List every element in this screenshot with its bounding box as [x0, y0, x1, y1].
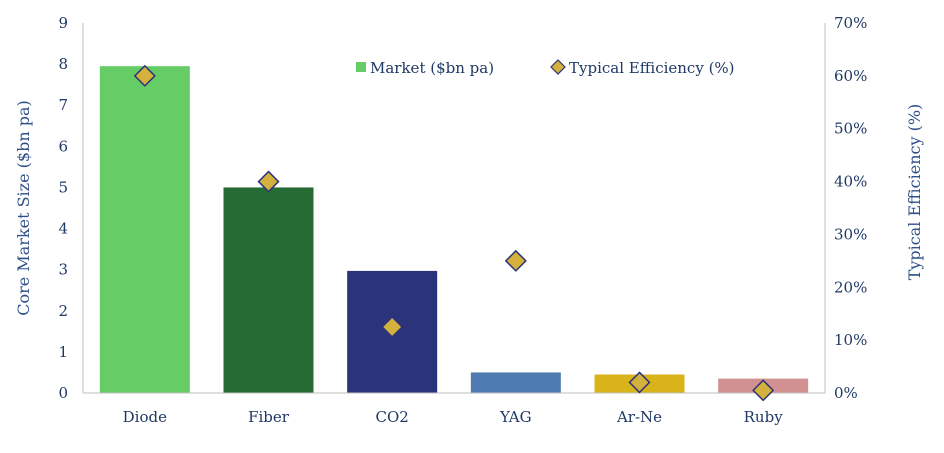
- left-axis-tick-label: 9: [58, 14, 68, 32]
- right-axis-tick-label: 60%: [834, 67, 867, 85]
- x-axis-tick-label: Fiber: [248, 408, 290, 426]
- legend: Market ($bn pa) Typical Efficiency (%): [356, 59, 735, 77]
- bar-fiber: [223, 187, 314, 393]
- legend-label-market: Market ($bn pa): [370, 59, 494, 77]
- left-axis-tick-label: 2: [58, 302, 68, 320]
- left-axis-tick-label: 0: [58, 384, 68, 402]
- efficiency-marker-diode: [133, 64, 156, 87]
- right-axis-tick-label: 10%: [834, 331, 867, 349]
- efficiency-marker-ar-ne: [628, 371, 651, 394]
- legend-swatch-market: [356, 62, 366, 72]
- left-axis-tick-label: 1: [58, 343, 68, 361]
- left-axis-ticks: 0 1 2 3 4 5 6 7 8 9: [58, 14, 68, 402]
- efficiency-marker-ruby: [752, 379, 775, 402]
- x-axis-tick-label: CO2: [376, 408, 409, 426]
- efficiency-series: [133, 64, 775, 402]
- bar-yag: [470, 372, 561, 393]
- legend-label-efficiency: Typical Efficiency (%): [569, 59, 735, 77]
- bar-series: [99, 66, 809, 394]
- x-axis-tick-label: Diode: [123, 408, 167, 426]
- efficiency-marker-fiber: [257, 170, 280, 193]
- right-axis-tick-label: 40%: [834, 173, 867, 191]
- bar-diode: [99, 66, 190, 394]
- left-axis-tick-label: 7: [58, 96, 68, 114]
- right-axis-tick-label: 20%: [834, 278, 867, 296]
- left-axis-title: Core Market Size ($bn pa): [14, 100, 33, 315]
- right-axis-ticks: 0% 10% 20% 30% 40% 50% 60% 70%: [834, 14, 867, 402]
- right-axis-tick-label: 70%: [834, 14, 867, 32]
- efficiency-marker-yag: [504, 249, 527, 272]
- x-axis-tick-label: YAG: [499, 408, 532, 426]
- left-axis-tick-label: 5: [58, 178, 68, 196]
- right-axis-tick-label: 0%: [834, 384, 858, 402]
- left-axis-tick-label: 6: [58, 137, 68, 155]
- x-axis-ticks: Diode Fiber CO2 YAG Ar-Ne Ruby: [123, 408, 784, 426]
- right-axis-title: Typical Efficiency (%): [905, 104, 924, 281]
- x-axis-tick-label: Ar-Ne: [616, 408, 662, 426]
- left-axis-tick-label: 8: [58, 55, 68, 73]
- legend-swatch-efficiency-icon: [550, 59, 566, 75]
- right-axis-tick-label: 50%: [834, 120, 867, 138]
- left-axis-tick-label: 3: [58, 261, 68, 279]
- right-axis-tick-label: 30%: [834, 225, 867, 243]
- efficiency-marker-co2: [381, 315, 404, 338]
- left-axis-tick-label: 4: [58, 220, 68, 238]
- x-axis-tick-label: Ruby: [744, 408, 784, 426]
